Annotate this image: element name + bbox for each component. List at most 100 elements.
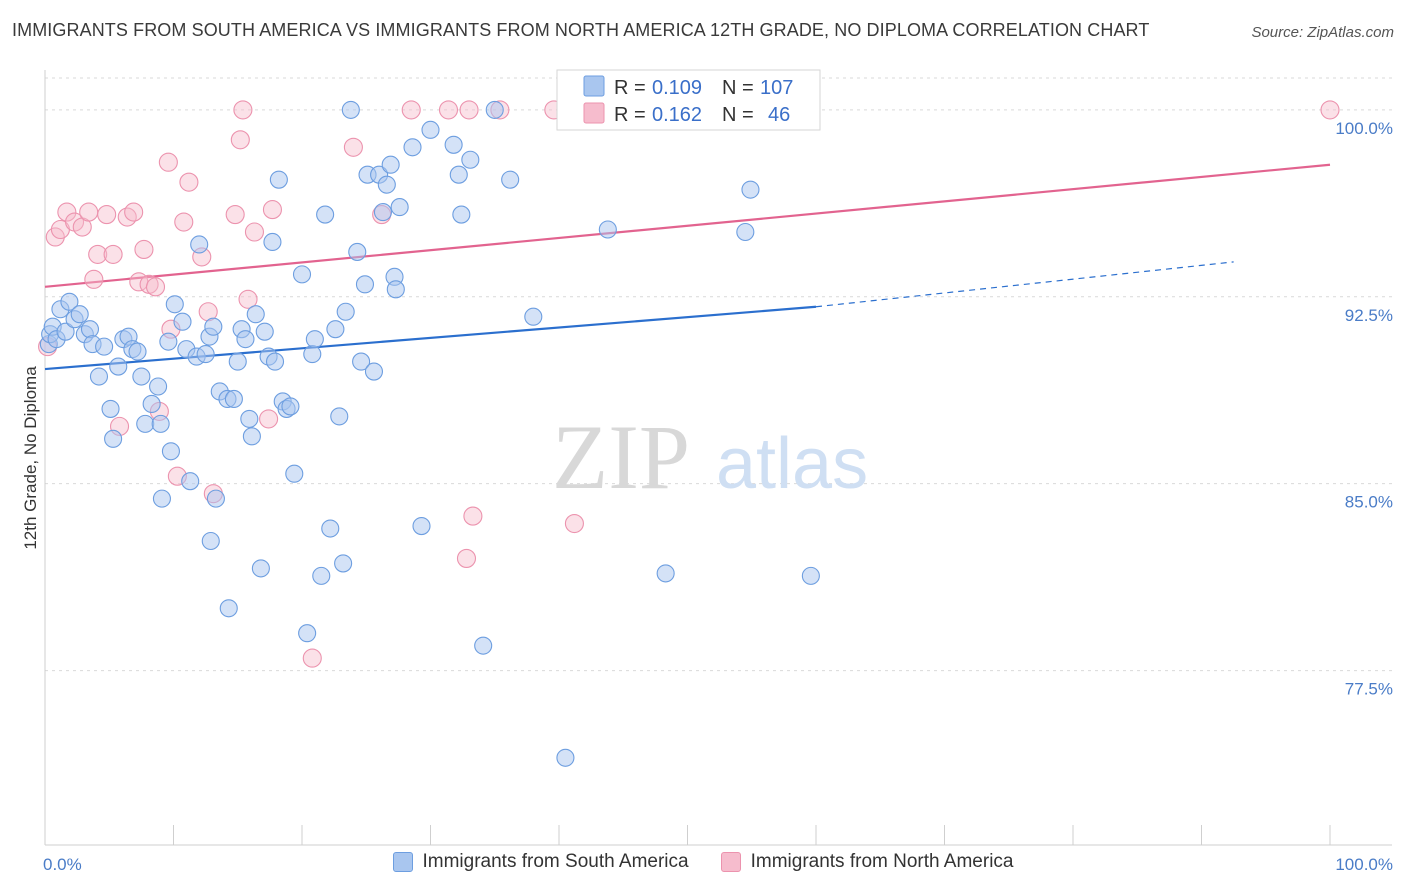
point-south-america xyxy=(305,330,324,349)
point-south-america xyxy=(501,170,520,189)
point-south-america xyxy=(152,489,171,508)
point-south-america xyxy=(269,170,288,189)
stats-n-label-2: N = xyxy=(722,104,754,126)
stats-r-value-2: 0.162 xyxy=(652,104,702,126)
point-south-america xyxy=(181,472,200,491)
point-north-america xyxy=(158,152,178,172)
stats-r-label-1: R = xyxy=(614,77,646,99)
point-south-america xyxy=(89,367,109,386)
point-south-america xyxy=(598,220,617,239)
source-label: Source: ZipAtlas.com xyxy=(1251,24,1394,41)
point-south-america xyxy=(292,265,312,284)
point-south-america xyxy=(80,320,100,339)
point-south-america xyxy=(352,352,371,371)
y-tick-label: 77.5% xyxy=(1345,680,1393,699)
point-south-america xyxy=(474,636,493,655)
point-south-america xyxy=(60,292,79,311)
point-south-america xyxy=(355,275,375,294)
stats-n-value-2: 46 xyxy=(768,104,790,126)
point-south-america xyxy=(95,337,114,356)
point-south-america xyxy=(334,554,353,573)
point-south-america xyxy=(741,180,760,199)
point-south-america xyxy=(316,205,335,224)
point-south-america xyxy=(165,295,184,314)
point-north-america xyxy=(259,409,279,429)
point-north-america xyxy=(459,100,479,120)
trend-line-south-america-extension xyxy=(815,261,1234,308)
point-north-america xyxy=(438,100,459,120)
point-south-america xyxy=(364,362,384,381)
point-north-america xyxy=(134,239,154,259)
axes: 100.0% 92.5% 85.0% 77.5% 0.0% 100.0% xyxy=(43,70,1393,874)
chart-title: IMMIGRANTS FROM SOUTH AMERICA VS IMMIGRA… xyxy=(12,20,1150,40)
legend-swatch-pink xyxy=(720,852,741,872)
point-north-america xyxy=(79,202,99,222)
point-south-america xyxy=(246,305,265,324)
point-south-america xyxy=(251,559,270,578)
point-south-america xyxy=(281,397,300,416)
point-north-america xyxy=(343,137,363,157)
point-north-america xyxy=(463,506,483,526)
point-south-america xyxy=(142,394,161,413)
point-south-america xyxy=(390,198,409,217)
stats-r-label-2: R = xyxy=(614,104,646,126)
x-tick-label-min: 0.0% xyxy=(43,855,82,874)
point-south-america xyxy=(104,429,123,448)
series-south-america-points xyxy=(39,100,820,767)
point-south-america xyxy=(381,155,400,174)
point-south-america xyxy=(348,242,367,261)
point-north-america xyxy=(84,269,104,289)
point-south-america xyxy=(128,342,147,361)
trend-lines xyxy=(44,163,1331,371)
stats-box: R = 0.109 N = 107 R = 0.162 N = 46 xyxy=(556,69,821,131)
point-north-america xyxy=(238,289,258,309)
point-south-america xyxy=(403,138,422,157)
point-south-america xyxy=(219,599,238,618)
stats-n-value-1: 107 xyxy=(760,77,793,99)
trend-line-north-america xyxy=(44,163,1331,288)
watermark-atlas: atlas xyxy=(716,424,868,504)
point-north-america xyxy=(97,205,117,225)
point-north-america xyxy=(244,222,265,242)
point-south-america xyxy=(461,150,480,169)
watermark-zip: ZIP xyxy=(552,406,690,508)
point-south-america xyxy=(101,399,120,418)
y-tick-label: 100.0% xyxy=(1335,119,1393,138)
point-north-america xyxy=(230,130,250,150)
stats-swatch-blue xyxy=(583,75,605,97)
point-south-america xyxy=(204,317,223,336)
point-south-america xyxy=(524,307,543,326)
point-south-america xyxy=(556,748,575,767)
point-south-america xyxy=(298,624,317,643)
point-south-america xyxy=(412,516,431,536)
point-south-america xyxy=(56,322,75,341)
point-south-america xyxy=(449,165,468,184)
point-south-america xyxy=(421,120,440,139)
point-south-america xyxy=(151,414,170,433)
point-south-america xyxy=(386,280,405,299)
point-south-america xyxy=(236,330,255,349)
legend-item-south-america[interactable]: Immigrants from South America xyxy=(392,851,689,873)
point-south-america xyxy=(265,352,285,371)
point-south-america xyxy=(444,135,463,154)
point-north-america xyxy=(145,277,166,297)
point-north-america xyxy=(57,202,77,222)
point-north-america xyxy=(233,100,253,120)
point-south-america xyxy=(70,305,89,324)
point-south-america xyxy=(159,332,178,351)
point-south-america xyxy=(240,409,259,428)
point-north-america xyxy=(117,207,137,227)
point-south-america xyxy=(656,564,675,583)
point-south-america xyxy=(149,377,168,396)
point-north-america xyxy=(88,244,108,264)
point-south-america xyxy=(263,232,282,252)
point-south-america xyxy=(196,345,215,364)
point-south-america xyxy=(452,205,471,224)
x-tick-label-max: 100.0% xyxy=(1335,855,1393,874)
point-south-america xyxy=(228,352,247,371)
legend-label-north-america: Immigrants from North America xyxy=(750,851,1014,872)
legend-item-north-america[interactable]: Immigrants from North America xyxy=(720,851,1014,873)
legend: Immigrants from South America Immigrants… xyxy=(0,851,1406,873)
point-south-america xyxy=(303,345,322,364)
point-north-america xyxy=(302,648,322,668)
